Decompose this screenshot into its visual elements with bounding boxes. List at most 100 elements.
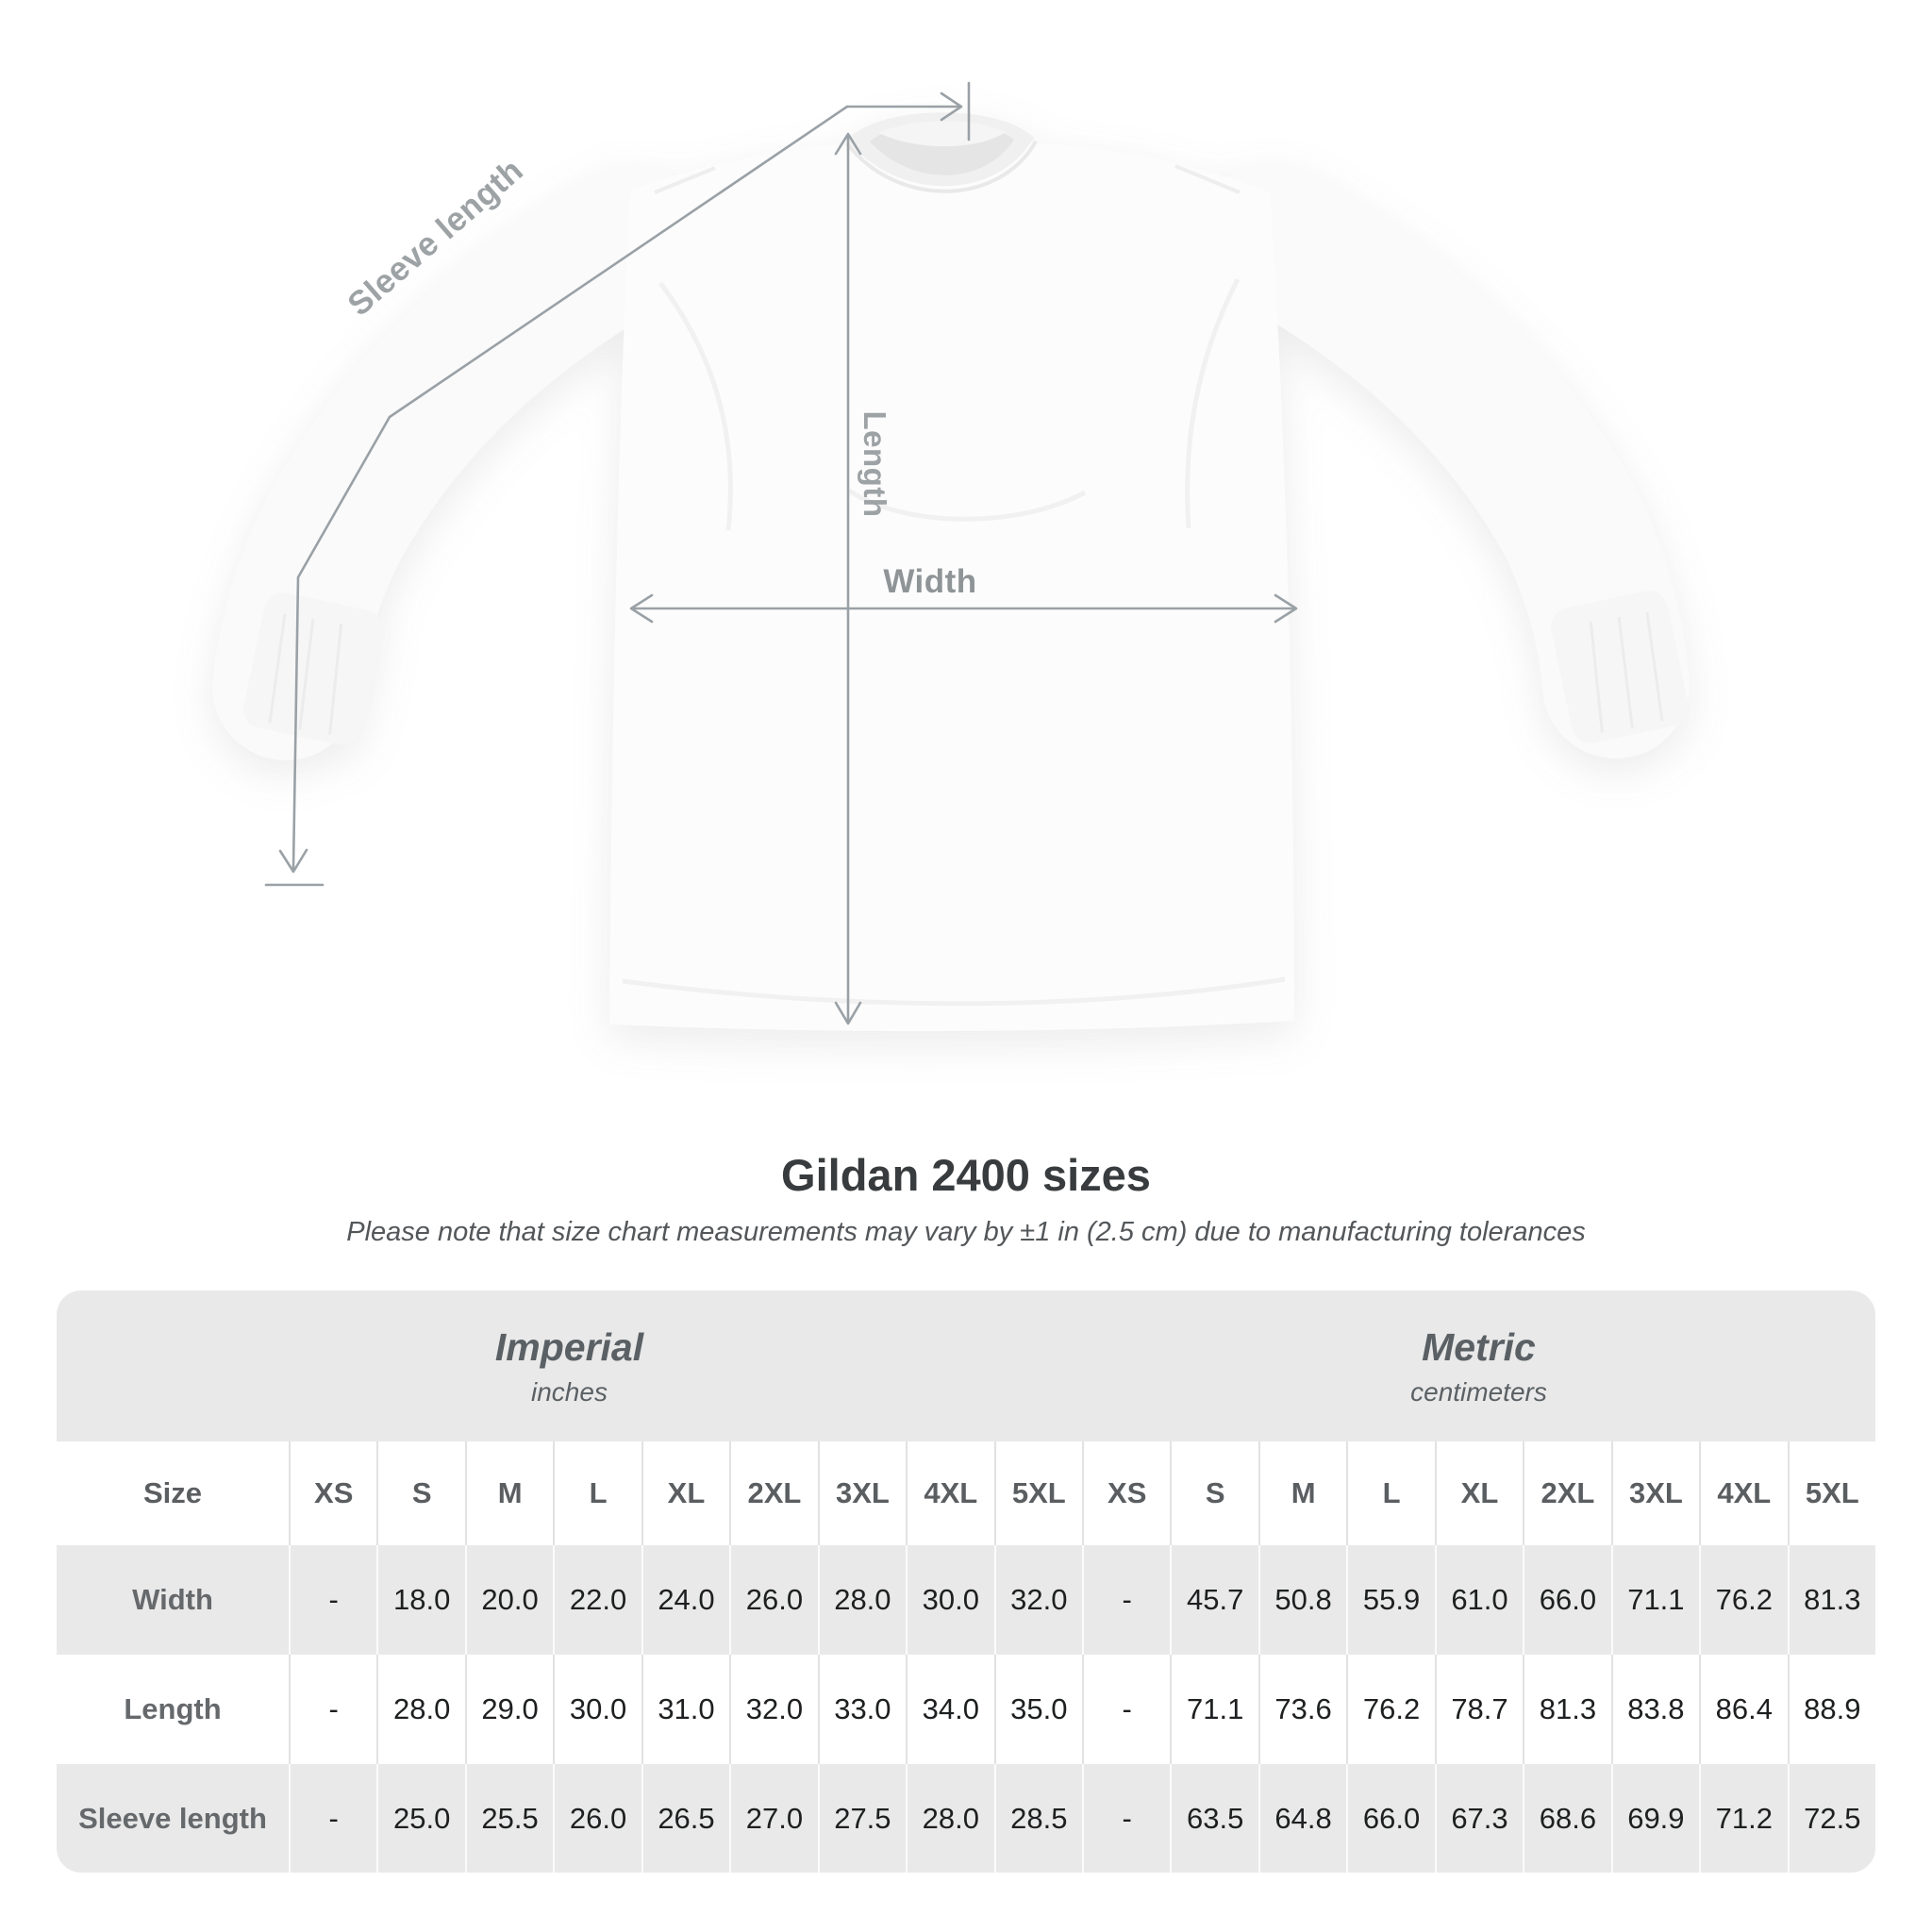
width-arrowhead-left xyxy=(629,593,654,624)
table-cell: 32.0 xyxy=(729,1655,818,1764)
table-cell: 28.0 xyxy=(817,1545,906,1655)
table-cell: 33.0 xyxy=(817,1655,907,1764)
table-cell: - xyxy=(1081,1764,1170,1873)
sleeve-arrowhead-down xyxy=(278,848,308,874)
width-arrowhead-right xyxy=(1274,593,1298,624)
table-cell: 35.0 xyxy=(993,1655,1082,1764)
table-cell: 71.1 xyxy=(1170,1655,1258,1764)
size-header: 5XL xyxy=(993,1441,1082,1545)
table-cell: 30.0 xyxy=(553,1655,641,1764)
table-cell: 72.5 xyxy=(1787,1764,1875,1873)
size-header: XS xyxy=(289,1441,377,1545)
shirt-measurement-diagram: Sleeve length Length Width xyxy=(242,81,1690,1025)
tolerance-note: Please note that size chart measurements… xyxy=(346,1217,1586,1247)
table-cell: 20.0 xyxy=(464,1545,553,1655)
measurement-lines xyxy=(264,81,1298,1025)
table-cell: 26.5 xyxy=(641,1764,729,1873)
table-cell: 45.7 xyxy=(1170,1545,1257,1655)
table-cell: 27.0 xyxy=(729,1764,817,1873)
table-cell: 71.2 xyxy=(1699,1764,1787,1873)
table-cell: 26.0 xyxy=(553,1764,641,1873)
table-cell: 88.9 xyxy=(1787,1655,1875,1764)
table-cell: 69.9 xyxy=(1610,1764,1699,1873)
size-header: 3XL xyxy=(817,1441,907,1545)
table-cell: 68.6 xyxy=(1523,1764,1610,1873)
table-cell: 64.8 xyxy=(1257,1764,1346,1873)
table-cell: 28.5 xyxy=(993,1764,1082,1873)
size-header: 4XL xyxy=(1699,1441,1788,1545)
size-column-header: Size xyxy=(57,1441,289,1545)
length-arrowhead-down xyxy=(834,1001,862,1025)
row-label-length: Length xyxy=(57,1655,289,1764)
table-cell: 24.0 xyxy=(641,1545,729,1655)
table-cell: 50.8 xyxy=(1257,1545,1346,1655)
table-cell: 55.9 xyxy=(1346,1545,1434,1655)
size-header: M xyxy=(464,1441,554,1545)
row-label-sleeve-length: Sleeve length xyxy=(78,1801,267,1835)
sleeve-arrowhead-right xyxy=(940,92,963,122)
table-cell: 81.3 xyxy=(1523,1655,1611,1764)
size-header: S xyxy=(1170,1441,1258,1545)
table-cell: 63.5 xyxy=(1170,1764,1257,1873)
size-header: L xyxy=(1346,1441,1435,1545)
inches-label: inches xyxy=(531,1376,608,1407)
page-title: Gildan 2400 sizes xyxy=(781,1150,1151,1200)
size-header: XL xyxy=(1434,1441,1524,1545)
sleeve-diagonal-line xyxy=(291,105,849,870)
size-header: S xyxy=(376,1441,465,1545)
table-cell: 78.7 xyxy=(1434,1655,1524,1764)
table-cell: - xyxy=(1081,1545,1170,1655)
size-header: XS xyxy=(1081,1441,1171,1545)
table-cell: - xyxy=(1081,1655,1171,1764)
table-cell: 26.0 xyxy=(729,1545,817,1655)
metric-label: Metric xyxy=(1422,1324,1536,1369)
shirt-illustration xyxy=(242,81,1690,1025)
table-cell: 25.5 xyxy=(464,1764,553,1873)
table-cell: - xyxy=(289,1545,376,1655)
left-cuff xyxy=(242,592,382,745)
row-label-width: Width xyxy=(132,1583,213,1616)
table-cell: 66.0 xyxy=(1346,1764,1434,1873)
table-cell: 34.0 xyxy=(906,1655,994,1764)
table-cell: - xyxy=(289,1764,376,1873)
collar xyxy=(845,112,1038,193)
size-header: XL xyxy=(641,1441,730,1545)
table-cell: 29.0 xyxy=(464,1655,554,1764)
table-cell: 18.0 xyxy=(376,1545,464,1655)
size-header: 2XL xyxy=(1523,1441,1611,1545)
table-cell: 25.0 xyxy=(376,1764,464,1873)
table-cell: 86.4 xyxy=(1699,1655,1788,1764)
table-cell: 76.2 xyxy=(1699,1545,1787,1655)
table-cell: 31.0 xyxy=(641,1655,730,1764)
size-header: 3XL xyxy=(1610,1441,1700,1545)
size-header: M xyxy=(1257,1441,1347,1545)
table-cell: 73.6 xyxy=(1257,1655,1347,1764)
table-cell: 28.0 xyxy=(906,1764,993,1873)
table-cell: 28.0 xyxy=(376,1655,465,1764)
imperial-label: Imperial xyxy=(494,1324,644,1369)
centimeters-label: centimeters xyxy=(1410,1376,1547,1407)
table-cell: 76.2 xyxy=(1346,1655,1435,1764)
size-header: 5XL xyxy=(1787,1441,1875,1545)
size-header: 2XL xyxy=(729,1441,818,1545)
table-cell: 27.5 xyxy=(817,1764,906,1873)
width-label: Width xyxy=(883,563,977,600)
table-cell: 66.0 xyxy=(1523,1545,1610,1655)
table-cell: 32.0 xyxy=(993,1545,1082,1655)
table-cell: 22.0 xyxy=(553,1545,641,1655)
size-header: 4XL xyxy=(906,1441,994,1545)
unit-group-imperial: Imperial inches xyxy=(57,1291,1082,1441)
table-cell: 81.3 xyxy=(1787,1545,1875,1655)
unit-group-metric: Metric centimeters xyxy=(1082,1291,1875,1441)
right-cuff xyxy=(1550,591,1690,743)
table-cell: 67.3 xyxy=(1434,1764,1523,1873)
table-cell: 83.8 xyxy=(1610,1655,1700,1764)
table-cell: 30.0 xyxy=(906,1545,993,1655)
size-table: Imperial inches Metric centimeters Size … xyxy=(57,1291,1875,1873)
size-header: L xyxy=(553,1441,641,1545)
length-label: Length xyxy=(858,410,892,518)
length-arrowhead-up xyxy=(834,132,862,156)
table-cell: 61.0 xyxy=(1434,1545,1523,1655)
table-cell: - xyxy=(289,1655,377,1764)
